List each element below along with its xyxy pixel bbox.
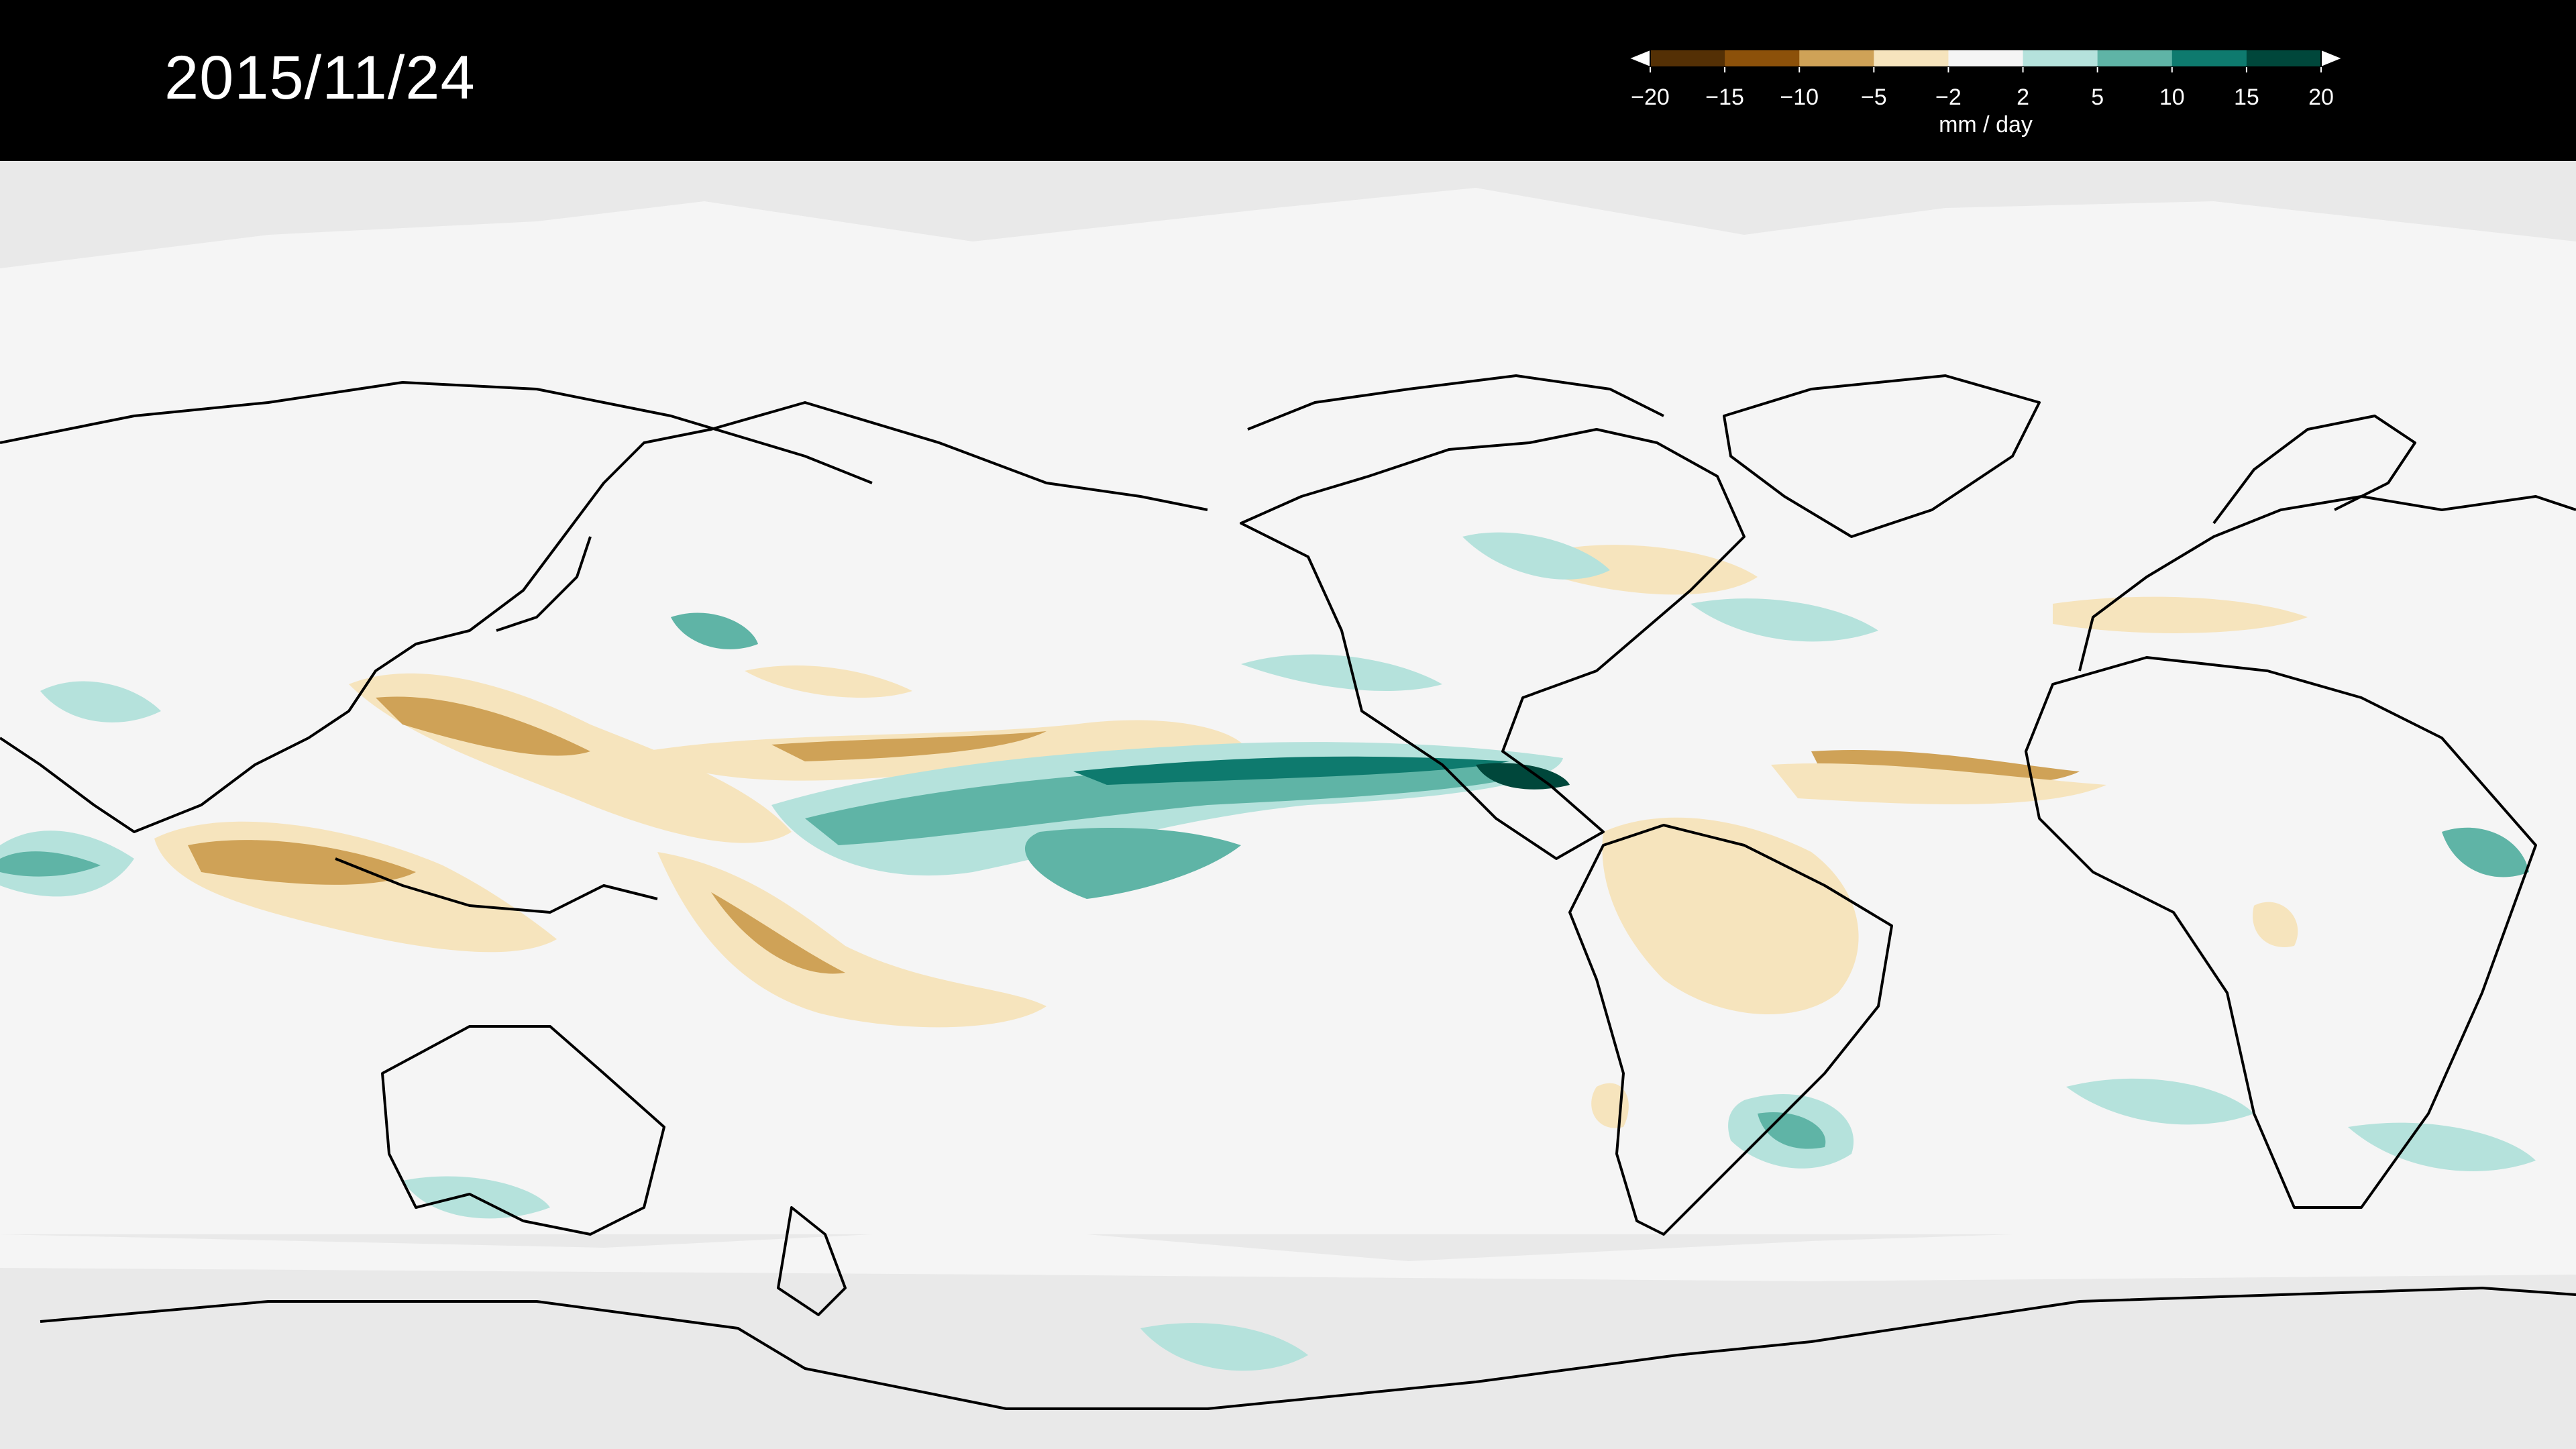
antarctic-open-field: [0, 1228, 2576, 1281]
colorbar-tick-label: −10: [1780, 85, 1819, 110]
coast-siberia: [0, 381, 873, 484]
colorbar-unit-label: mm / day: [1939, 112, 2033, 138]
header-bar: 2015/11/24 −20 −15 −10 −5 −2 2 5 10 15 20 mm / da…: [0, 0, 2576, 161]
colorbar-under-arrow: [1627, 48, 1651, 68]
colorbar-tick-label: −5: [1861, 85, 1887, 110]
colorbar-tick-label: −15: [1705, 85, 1744, 110]
coast-south-america: [1568, 824, 1893, 1236]
colorbar-legend: −20 −15 −10 −5 −2 2 5 10 15 20 mm / day: [1627, 48, 2345, 138]
colorbar-tick-label: 15: [2234, 85, 2259, 110]
coast-indonesia: [335, 857, 658, 914]
coast-australia: [381, 1025, 665, 1236]
colorbar-tick-label: 20: [2308, 85, 2334, 110]
colorbar-bin: [1725, 50, 1800, 67]
colorbar-bin: [2171, 50, 2247, 67]
colorbar-bin: [1948, 50, 2024, 67]
colorbar-bin: [2246, 50, 2322, 67]
colorbar-bin: [1874, 50, 1949, 67]
dry-anomalies: [154, 545, 2308, 1128]
colorbar-tick-label: −2: [1935, 85, 1962, 110]
date-title: 2015/11/24: [164, 44, 476, 112]
coast-asia-east: [0, 401, 1208, 833]
colorbar-tick-label: 10: [2159, 85, 2185, 110]
precipitation-anomaly-map: [0, 161, 2576, 1449]
coast-africa: [2025, 656, 2537, 1209]
coastlines: [0, 374, 2576, 1410]
coast-scandinavia: [2212, 415, 2416, 525]
colorbar-bins: [1650, 49, 2322, 68]
colorbar-bin: [2097, 50, 2173, 67]
colorbar-tick-label: 5: [2091, 85, 2104, 110]
wet-anomalies: [0, 532, 2536, 1371]
coast-north-america: [1240, 428, 1746, 860]
coast-new-zealand: [777, 1206, 847, 1316]
coast-antarctica: [40, 1287, 2576, 1410]
arctic-open-field: [0, 188, 2576, 329]
colorbar-tick-label: −20: [1631, 85, 1670, 110]
coast-arctic-islands: [1247, 374, 1664, 431]
colorbar-bin: [1799, 50, 1874, 67]
colorbar-tick-label: 2: [2017, 85, 2029, 110]
colorbar-ticks: −20 −15 −10 −5 −2 2 5 10 15 20: [1631, 67, 2334, 110]
coast-japan: [496, 536, 592, 632]
coast-greenland: [1723, 374, 2041, 538]
coast-europe: [2078, 495, 2576, 672]
colorbar-bin: [2023, 50, 2098, 67]
colorbar-bin: [1650, 50, 1725, 67]
colorbar-over-arrow: [2320, 48, 2345, 68]
